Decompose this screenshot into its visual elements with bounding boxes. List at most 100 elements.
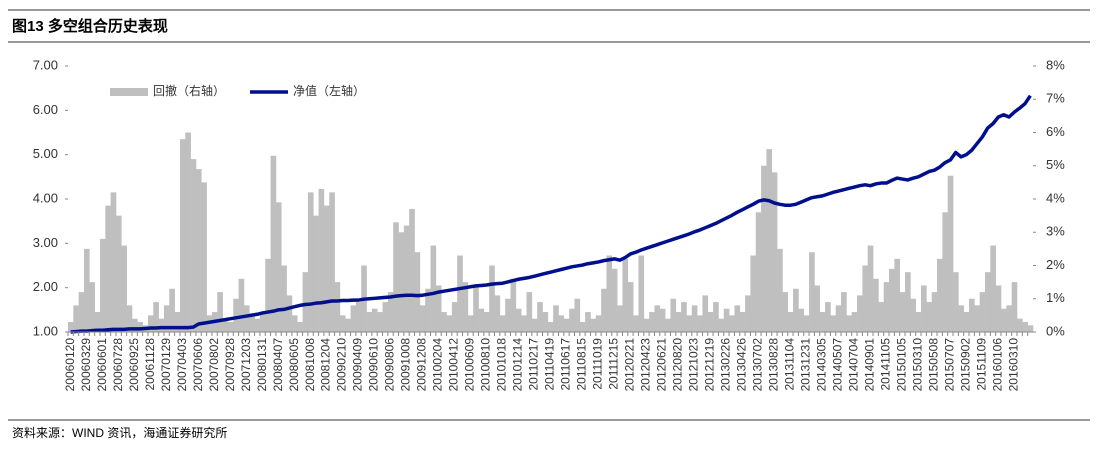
drawdown-bar xyxy=(94,312,101,332)
x-tick-label: 20120423 xyxy=(639,338,653,392)
drawdown-bar xyxy=(670,298,677,332)
drawdown-bar xyxy=(425,288,431,332)
x-tick-label: 20121219 xyxy=(703,338,717,392)
y2-tick-label: 2% xyxy=(1046,257,1065,272)
drawdown-bar xyxy=(590,318,597,332)
drawdown-bar xyxy=(974,305,980,332)
drawdown-bar xyxy=(755,212,762,332)
drawdown-bar xyxy=(889,268,895,332)
drawdown-bar xyxy=(894,258,901,332)
drawdown-bar xyxy=(350,305,357,332)
drawdown-bar xyxy=(121,245,127,332)
drawdown-bar xyxy=(286,295,293,332)
y-tick-label: 3.00 xyxy=(33,235,58,250)
drawdown-bar xyxy=(905,272,911,332)
drawdown-bar xyxy=(131,318,138,332)
drawdown-bar xyxy=(201,182,207,332)
y-tick-label: 2.00 xyxy=(33,279,58,294)
drawdown-bar xyxy=(510,278,517,332)
x-tick-label: 20060728 xyxy=(111,338,125,392)
drawdown-bar xyxy=(222,318,229,332)
drawdown-bar xyxy=(158,318,165,332)
legend-label: 回撤（右轴） xyxy=(153,83,225,98)
drawdown-bar xyxy=(398,232,405,332)
drawdown-bar xyxy=(227,322,234,332)
drawdown-bar xyxy=(249,315,255,332)
x-tick-label: 20090409 xyxy=(351,338,365,392)
x-tick-label: 20081204 xyxy=(319,338,333,392)
drawdown-bar xyxy=(798,308,805,332)
drawdown-bar xyxy=(174,312,181,332)
drawdown-bar xyxy=(617,305,623,332)
y2-tick-label: 8% xyxy=(1046,57,1065,72)
drawdown-bar xyxy=(739,312,746,332)
x-tick-label: 20131231 xyxy=(799,338,813,392)
x-tick-label: 20091008 xyxy=(399,338,413,392)
x-tick-label: 20081008 xyxy=(303,338,317,392)
drawdown-bar xyxy=(771,172,778,332)
drawdown-bar xyxy=(697,315,703,332)
y2-tick-label: 7% xyxy=(1046,91,1065,106)
x-tick-label: 20130226 xyxy=(719,338,733,392)
drawdown-bar xyxy=(857,295,863,332)
drawdown-bar xyxy=(942,212,948,332)
drawdown-bar xyxy=(595,315,602,332)
x-tick-label: 20100204 xyxy=(431,338,445,392)
drawdown-bar xyxy=(547,322,554,332)
drawdown-bar xyxy=(483,312,490,332)
drawdown-bar xyxy=(281,265,287,332)
drawdown-bar xyxy=(259,312,266,332)
x-tick-label: 20080605 xyxy=(287,338,301,392)
x-tick-label: 20150707 xyxy=(943,338,957,392)
nav-line xyxy=(70,94,1032,334)
drawdown-bar xyxy=(435,285,442,332)
drawdown-bar xyxy=(371,308,378,332)
x-tick-label: 20100412 xyxy=(447,338,461,392)
x-tick-label: 20130426 xyxy=(735,338,749,392)
x-tick-label: 20121023 xyxy=(687,338,701,392)
drawdown-bar xyxy=(729,315,735,332)
drawdown-bar xyxy=(147,315,154,332)
drawdown-bar xyxy=(766,149,773,332)
drawdown-bar xyxy=(611,268,618,332)
drawdown-bar xyxy=(489,265,495,332)
drawdown-bar xyxy=(78,292,85,332)
y2-tick-label: 0% xyxy=(1046,323,1065,338)
drawdown-bar xyxy=(185,132,191,332)
drawdown-bar xyxy=(558,315,565,332)
drawdown-bar xyxy=(851,312,858,332)
drawdown-bar xyxy=(638,255,645,332)
drawdown-bar xyxy=(782,292,789,332)
drawdown-bar xyxy=(515,308,522,332)
drawdown-bar xyxy=(190,159,197,332)
drawdown-bar xyxy=(105,205,111,332)
drawdown-bar xyxy=(643,318,650,332)
drawdown-bar xyxy=(382,302,389,332)
drawdown-bar xyxy=(451,302,458,332)
x-tick-label: 20120820 xyxy=(671,338,685,392)
x-tick-label: 20100810 xyxy=(479,338,493,392)
x-tick-label: 20080131 xyxy=(255,338,269,392)
drawdown-bar xyxy=(83,248,90,332)
drawdown-bar xyxy=(254,318,261,332)
drawdown-bar xyxy=(814,285,821,332)
x-tick-label: 20070928 xyxy=(223,338,237,392)
y2-tick-label: 6% xyxy=(1046,124,1065,139)
drawdown-bar xyxy=(969,298,975,332)
drawdown-bar xyxy=(819,312,826,332)
y-tick-label: 4.00 xyxy=(33,190,58,205)
drawdown-bar xyxy=(569,308,575,332)
drawdown-bar xyxy=(622,258,629,332)
drawdown-bar xyxy=(1006,305,1012,332)
drawdown-bar xyxy=(195,169,202,332)
x-tick-label: 20151109 xyxy=(975,338,989,391)
drawdown-bar xyxy=(649,312,655,332)
drawdown-bar xyxy=(494,295,501,332)
drawdown-bar xyxy=(179,139,186,332)
x-tick-label: 20160106 xyxy=(991,338,1005,392)
drawdown-bar xyxy=(633,315,639,332)
drawdown-bar xyxy=(734,305,741,332)
drawdown-bar xyxy=(835,305,842,332)
x-tick-label: 20091208 xyxy=(415,338,429,392)
